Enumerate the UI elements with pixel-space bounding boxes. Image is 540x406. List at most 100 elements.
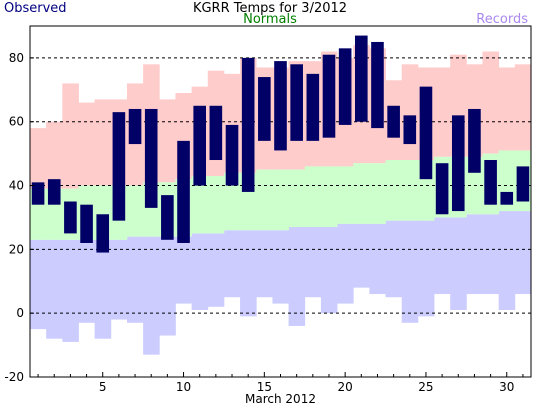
y-tick-label: 0 <box>16 306 24 320</box>
y-tick-label: -20 <box>4 370 24 384</box>
record-high-bar <box>159 99 176 183</box>
normal-range-bar <box>126 185 144 237</box>
observed-bar <box>225 124 239 186</box>
observed-bar <box>258 77 271 141</box>
observed-bar <box>112 112 126 221</box>
observed-bar <box>322 54 336 138</box>
record-high-bar <box>401 64 419 161</box>
normal-range-bar <box>337 166 354 224</box>
observed-bar <box>274 61 287 151</box>
x-tick-label: 5 <box>99 380 107 394</box>
record-high-bar <box>62 83 79 189</box>
observed-bar <box>47 179 61 205</box>
record-low-bar <box>46 239 63 339</box>
record-low-bar <box>320 227 338 314</box>
legend-normals: Normals <box>243 12 297 27</box>
y-tick-label: 80 <box>9 51 24 65</box>
observed-bar <box>96 214 110 253</box>
y-tick-label: 40 <box>9 179 24 193</box>
record-low-bar <box>450 217 467 310</box>
observed-bar <box>468 108 481 173</box>
record-low-bar <box>466 214 483 295</box>
observed-bar <box>193 105 206 186</box>
record-low-bar <box>240 230 257 317</box>
observed-bar <box>387 105 400 138</box>
record-low-bar <box>482 214 500 295</box>
observed-bar <box>31 182 45 205</box>
normal-range-bar <box>304 166 322 228</box>
record-low-bar <box>498 211 516 310</box>
observed-bar <box>306 73 320 141</box>
observed-bar <box>355 35 368 122</box>
record-low-bar <box>207 233 225 307</box>
observed-bar <box>500 191 514 205</box>
x-tick-label: 30 <box>499 380 514 394</box>
x-axis-label: March 2012 <box>245 392 316 406</box>
normal-range-bar <box>369 163 386 224</box>
record-low-bar <box>369 223 386 295</box>
observed-bar <box>80 204 93 243</box>
observed-bar <box>128 108 142 145</box>
record-low-bar <box>288 227 306 326</box>
record-low-bar <box>78 239 96 323</box>
record-low-bar <box>126 236 144 323</box>
x-tick-label: 20 <box>338 380 353 394</box>
chart-title: KGRR Temps for 3/2012 <box>192 1 348 16</box>
record-low-bar <box>514 211 532 295</box>
observed-bar <box>516 166 530 202</box>
x-tick-label: 25 <box>418 380 433 394</box>
legend-observed: Observed <box>4 1 67 16</box>
record-low-bar <box>191 233 209 310</box>
record-low-bar <box>175 236 193 304</box>
legend-records: Records <box>476 12 528 27</box>
observed-bar <box>161 195 174 240</box>
record-high-bar <box>514 64 532 151</box>
record-low-bar <box>385 220 403 298</box>
observed-bar <box>419 86 433 180</box>
record-high-bar <box>46 121 63 189</box>
observed-bar <box>451 115 465 212</box>
record-low-bar <box>353 223 370 288</box>
record-low-bar <box>337 223 354 304</box>
normal-range-bar <box>272 169 289 231</box>
normal-range-bar <box>223 172 241 231</box>
record-low-bar <box>94 239 112 339</box>
normal-range-bar <box>385 160 403 221</box>
observed-bar <box>241 57 255 192</box>
record-low-bar <box>434 217 451 295</box>
record-low-bar <box>272 230 289 304</box>
record-low-bar <box>256 230 273 298</box>
observed-bar <box>435 163 449 215</box>
observed-bar <box>371 41 384 129</box>
observed-bar <box>484 160 497 205</box>
record-high-bar <box>482 51 500 154</box>
y-tick-label: 20 <box>9 242 24 256</box>
normal-range-bar <box>256 169 273 231</box>
record-low-bar <box>159 236 176 336</box>
normal-range-bar <box>353 163 370 224</box>
normal-range-bar <box>401 160 419 221</box>
record-low-bar <box>417 220 435 317</box>
x-tick-label: 15 <box>257 380 272 394</box>
record-low-bar <box>143 236 160 355</box>
record-high-bar <box>78 102 96 186</box>
axes: -20 0 20 40 60 80 5 10 15 20 25 30 <box>4 51 524 394</box>
record-high-bar <box>94 99 112 186</box>
record-high-bar <box>434 67 451 157</box>
record-low-bar <box>304 227 322 298</box>
record-high-bar <box>30 128 47 189</box>
normal-range-bar <box>288 169 306 228</box>
observed-bar <box>290 64 303 141</box>
observed-bar <box>209 105 223 161</box>
observed-bar <box>338 48 352 125</box>
y-tick-label: 60 <box>9 115 24 129</box>
observed-layer <box>31 35 530 253</box>
record-low-bar <box>110 239 128 320</box>
observed-bar <box>177 140 190 243</box>
normal-range-bar <box>207 175 225 234</box>
normal-range-bar <box>191 175 209 234</box>
record-low-bar <box>62 239 79 342</box>
record-low-bar <box>223 230 241 298</box>
record-low-bar <box>401 220 419 323</box>
